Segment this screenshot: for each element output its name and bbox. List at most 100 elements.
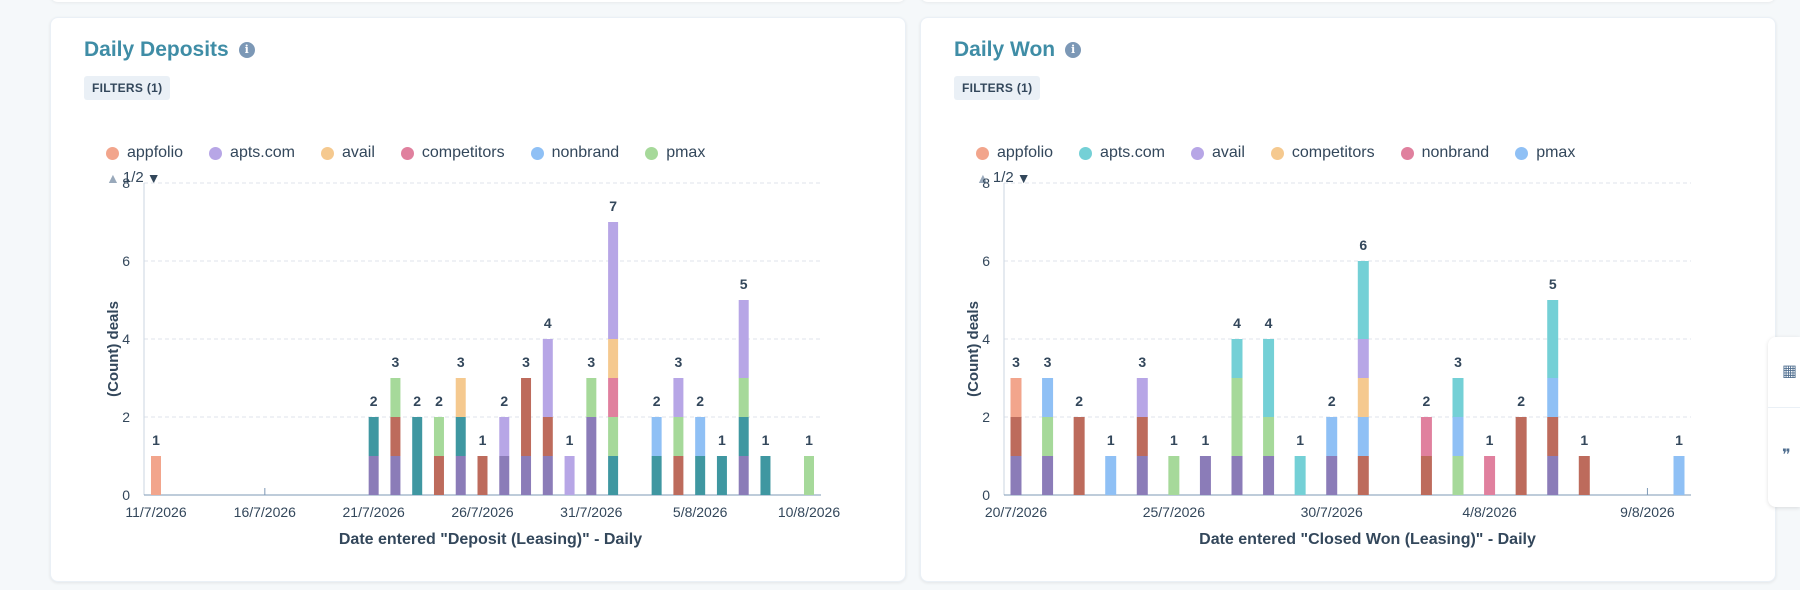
bar-total-label: 2 [413,393,421,409]
x-tick-label: 11/7/2026 [125,504,186,520]
bar-segment [542,417,553,456]
divider [1768,407,1800,408]
comment-icon[interactable]: ❞ [1782,447,1791,464]
legend-pager: ▲ 1/2 ▼ [106,169,161,186]
x-tick-label: 26/7/2026 [451,504,513,520]
pager-down-icon[interactable]: ▼ [1016,169,1031,186]
legend-item-nonbrand[interactable]: nonbrand [530,144,619,162]
legend-item-apts-com[interactable]: apts.com [1079,144,1165,162]
bar-segment [1042,378,1054,417]
bar-segment [412,417,423,495]
bar-segment [1357,261,1369,339]
legend-item-appfolio[interactable]: appfolio [106,144,183,162]
daily-won-chart: 0 2 4 6 8 20/7/2026 25/7/2026 30/7/2026 4/8/2026… [965,175,1691,548]
y-tick-label: 4 [122,331,130,347]
bar-segment [1136,417,1148,456]
legend-label: apts.com [230,144,295,161]
info-icon[interactable]: i [238,42,255,58]
pager-up-icon[interactable]: ▲ [106,169,120,186]
card-stub-top-right [920,0,1776,2]
x-axis-title: Date entered "Closed Won (Leasing)" - Da… [1199,531,1536,548]
bar-total-label: 3 [457,354,465,370]
bar-segment [1263,417,1275,456]
legend-item-appfolio[interactable]: appfolio [976,144,1053,162]
legend-label: nonbrand [1421,144,1490,161]
bar-segment [1231,378,1243,456]
legend-label: competitors [421,144,505,161]
filters-button[interactable]: FILTERS (1) [954,76,1041,100]
legend-label: avail [341,144,375,161]
bar-segment [1136,378,1148,417]
bar-segment [1010,378,1022,417]
bar-total-label: 5 [740,276,748,292]
bar-total-label: 1 [718,432,726,448]
bar-segment [1673,456,1685,495]
legend-swatch [1270,146,1284,160]
bar-segment [608,339,619,378]
bar-segment [368,417,379,456]
pager-up-icon[interactable]: ▲ [976,169,990,186]
bar-segment [608,222,619,339]
card-title-text[interactable]: Daily Deposits [84,38,229,61]
legend-swatch [1400,146,1414,160]
x-tick-label: 5/8/2026 [673,504,728,520]
bar-segment [1547,378,1559,417]
bar-segment [368,456,379,495]
bar-total-label: 2 [653,393,661,409]
bar-segment [651,456,662,495]
bar-total-label: 5 [1549,276,1557,292]
legend-item-pmax[interactable]: pmax [645,144,705,162]
bar-segment [760,456,771,495]
legend-swatch [400,146,414,160]
legend-item-avail[interactable]: avail [320,144,375,162]
legend-item-nonbrand[interactable]: nonbrand [1400,144,1490,162]
bar-segment [608,456,619,495]
bar-segment [1010,417,1022,456]
bar-segment [738,378,749,417]
bar-segment [1231,456,1243,495]
bar-total-label: 2 [1517,393,1525,409]
filters-button[interactable]: FILTERS (1) [84,76,171,100]
grid-icon[interactable]: ▦ [1782,363,1798,380]
chart-legend: appfolio apts.com avail competitors nonbrand… [976,144,1575,162]
bar-total-label: 3 [522,354,530,370]
bar-segment [1263,456,1275,495]
bar-total-label: 3 [1454,354,1462,370]
bar-segment [1420,417,1432,456]
legend-item-competitors[interactable]: competitors [1270,144,1375,162]
y-tick-label: 0 [122,487,130,503]
bar-total-label: 6 [1359,237,1367,253]
chart-legend: appfolio apts.com avail competitors nonbrand… [106,144,705,162]
bar-segment [651,417,662,456]
bar-segment [804,456,814,495]
bar-segment [433,417,444,456]
bar-segment [608,417,619,456]
x-tick-label: 9/8/2026 [1620,504,1675,520]
legend-item-pmax[interactable]: pmax [1515,144,1575,162]
bar-segment [390,456,401,495]
bar-segment [1357,339,1369,378]
y-tick-label: 6 [982,253,990,269]
bar-segment [521,456,532,495]
pager-down-icon[interactable]: ▼ [146,169,161,186]
legend-item-competitors[interactable]: competitors [400,144,505,162]
bar-segment [1452,456,1464,495]
bar-segment [1263,339,1275,417]
bar-total-label: 2 [500,393,508,409]
bar-segment [1294,456,1306,495]
info-icon[interactable]: i [1065,42,1082,58]
side-panel-tab[interactable]: ▦ ❞ [1768,337,1800,507]
legend-item-apts-com[interactable]: apts.com [209,144,295,162]
bar-total-label: 7 [609,198,617,214]
bar-total-label: 2 [435,393,443,409]
legend-item-avail[interactable]: avail [1190,144,1245,162]
bar-total-label: 1 [1202,432,1210,448]
y-tick-label: 0 [982,487,990,503]
bar-segment [1515,417,1527,495]
card-title-text[interactable]: Daily Won [954,38,1056,61]
bar-total-label: 2 [1423,393,1431,409]
card-title: Daily Deposits i [84,38,255,62]
y-tick-label: 2 [122,409,130,425]
bar-total-label: 2 [1328,393,1336,409]
legend-label: pmax [666,144,706,161]
